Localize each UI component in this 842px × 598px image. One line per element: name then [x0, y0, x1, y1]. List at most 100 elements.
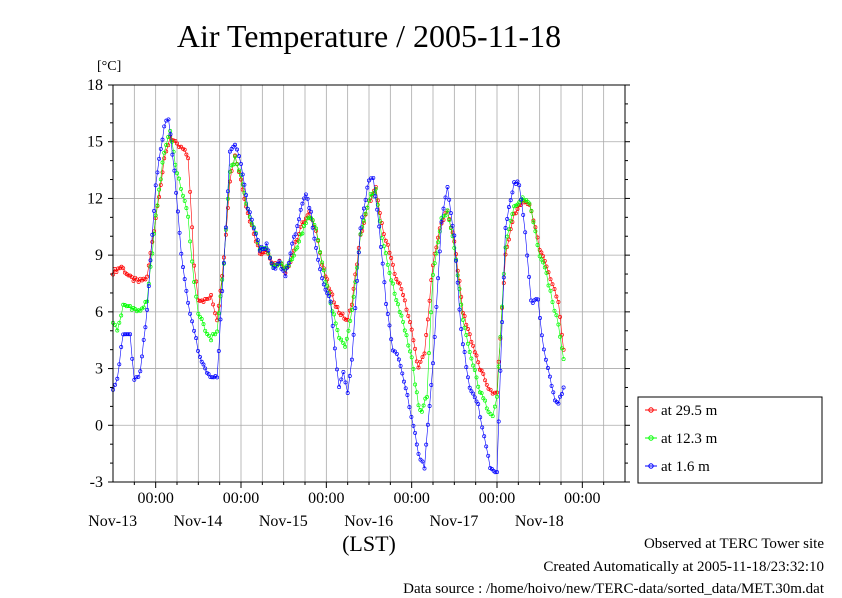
data-point — [225, 196, 230, 201]
data-point — [174, 190, 179, 195]
data-point — [476, 384, 481, 389]
data-point — [450, 230, 455, 235]
data-point — [158, 177, 163, 182]
data-point — [264, 241, 269, 246]
data-point — [495, 470, 499, 475]
data-point — [131, 278, 136, 283]
data-point — [182, 198, 187, 203]
data-point — [325, 291, 330, 296]
data-point — [407, 405, 412, 410]
data-point — [145, 299, 150, 304]
x-tick-time-label: 00:00 — [479, 490, 515, 507]
data-point — [155, 170, 160, 175]
data-point — [128, 332, 133, 337]
data-point — [541, 260, 546, 265]
data-point — [476, 402, 481, 407]
data-point — [117, 362, 122, 367]
data-point — [396, 357, 401, 362]
data-point — [462, 325, 467, 330]
data-point — [530, 300, 535, 305]
data-point — [546, 270, 551, 275]
legend-label: at 29.5 m — [661, 403, 718, 419]
data-point — [321, 268, 326, 273]
data-point — [132, 377, 137, 382]
data-point — [351, 332, 356, 337]
data-point — [231, 162, 236, 167]
x-tick-time-label: 00:00 — [308, 490, 344, 507]
data-point — [333, 304, 338, 309]
data-point — [190, 319, 195, 324]
x-tick-date-label: Nov-13 — [88, 513, 137, 530]
data-point — [425, 422, 430, 427]
data-point — [116, 266, 121, 271]
data-point — [498, 334, 503, 339]
data-point — [220, 277, 225, 282]
data-point — [162, 124, 167, 129]
data-point — [345, 391, 350, 395]
data-point — [472, 395, 477, 400]
data-point — [130, 356, 135, 361]
data-point — [416, 451, 421, 456]
data-point — [201, 362, 206, 367]
data-point — [411, 423, 416, 428]
data-point — [363, 197, 368, 202]
data-point — [389, 337, 394, 342]
data-point — [186, 214, 191, 219]
data-point — [378, 244, 383, 249]
data-point — [408, 349, 412, 354]
data-point — [432, 334, 437, 339]
data-point — [157, 187, 162, 192]
data-point — [134, 375, 139, 380]
data-point — [390, 281, 395, 286]
x-axis-label: (LST) — [342, 531, 396, 556]
data-point — [194, 336, 199, 341]
data-point — [531, 220, 536, 225]
data-point — [184, 288, 189, 293]
data-point — [559, 346, 564, 351]
data-point — [323, 287, 328, 292]
data-point — [506, 237, 511, 242]
data-point — [431, 272, 435, 277]
data-point — [126, 332, 131, 337]
data-point — [561, 357, 566, 362]
data-point — [351, 294, 356, 299]
data-point — [196, 348, 200, 353]
data-point — [427, 404, 432, 408]
data-point — [474, 399, 479, 404]
data-point — [333, 321, 338, 326]
data-point — [143, 300, 148, 304]
data-point — [558, 314, 563, 319]
data-point — [558, 334, 563, 339]
data-point — [182, 277, 187, 282]
data-point — [488, 387, 493, 392]
legend-swatch-marker — [648, 435, 654, 441]
data-point — [297, 239, 301, 244]
data-point — [404, 307, 409, 312]
data-point — [355, 278, 360, 283]
data-point — [460, 342, 465, 347]
data-point — [429, 310, 433, 315]
data-point — [215, 375, 220, 380]
data-point — [387, 323, 392, 328]
data-point — [363, 211, 368, 216]
data-point — [188, 311, 193, 316]
data-point — [375, 207, 380, 212]
data-point — [244, 201, 249, 206]
data-point — [166, 143, 171, 148]
data-point — [162, 150, 167, 155]
data-point — [496, 419, 501, 424]
data-point — [239, 161, 243, 166]
data-point — [413, 382, 418, 387]
data-point — [480, 425, 485, 430]
data-point — [307, 215, 312, 220]
data-point — [141, 305, 146, 310]
data-point — [466, 341, 470, 346]
data-point — [157, 195, 162, 199]
data-point — [546, 283, 551, 288]
data-point — [251, 226, 256, 231]
data-point — [117, 320, 122, 325]
data-point — [490, 414, 495, 419]
data-point — [436, 235, 441, 240]
data-point — [211, 331, 216, 336]
data-point — [439, 219, 444, 224]
